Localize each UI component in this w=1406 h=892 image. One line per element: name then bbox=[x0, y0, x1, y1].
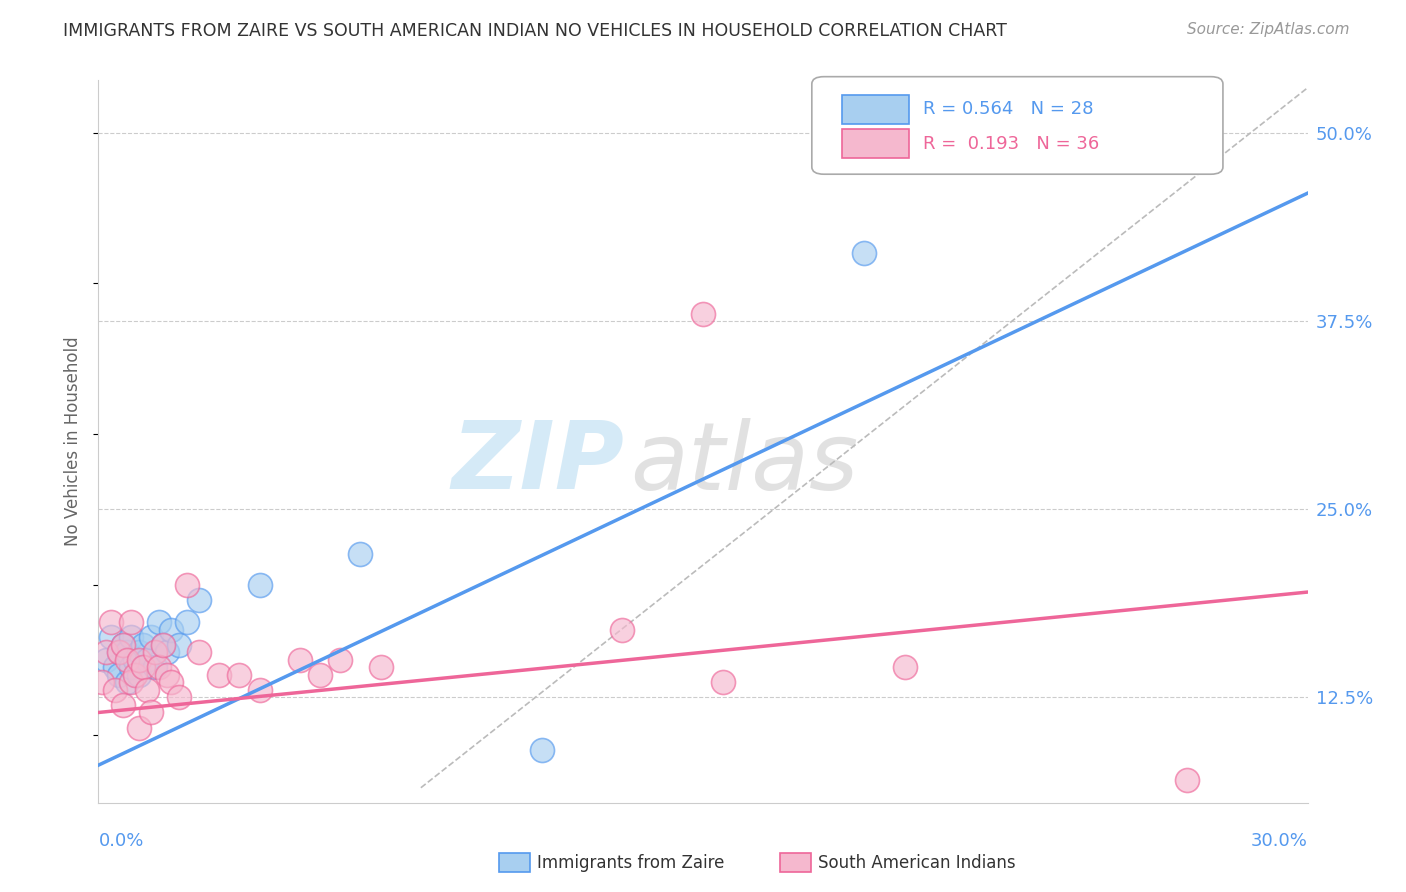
Point bbox=[188, 592, 211, 607]
Text: South American Indians: South American Indians bbox=[818, 854, 1017, 871]
Point bbox=[208, 668, 231, 682]
Text: Source: ZipAtlas.com: Source: ZipAtlas.com bbox=[1187, 22, 1350, 37]
Point bbox=[120, 675, 142, 690]
Text: ZIP: ZIP bbox=[451, 417, 624, 509]
Point bbox=[120, 660, 142, 674]
Point bbox=[692, 307, 714, 321]
Point bbox=[107, 668, 129, 682]
FancyBboxPatch shape bbox=[811, 77, 1223, 174]
Point bbox=[111, 638, 134, 652]
Text: 0.0%: 0.0% bbox=[98, 831, 143, 850]
Point bbox=[128, 721, 150, 735]
Point bbox=[893, 660, 915, 674]
Point bbox=[160, 623, 183, 637]
Text: Immigrants from Zaire: Immigrants from Zaire bbox=[537, 854, 724, 871]
Text: IMMIGRANTS FROM ZAIRE VS SOUTH AMERICAN INDIAN NO VEHICLES IN HOUSEHOLD CORRELAT: IMMIGRANTS FROM ZAIRE VS SOUTH AMERICAN … bbox=[63, 22, 1007, 40]
Point bbox=[176, 577, 198, 591]
Text: R =  0.193   N = 36: R = 0.193 N = 36 bbox=[924, 135, 1099, 153]
Point bbox=[249, 682, 271, 697]
Point bbox=[1175, 773, 1198, 788]
Point bbox=[143, 660, 166, 674]
Point bbox=[100, 630, 122, 644]
Point bbox=[349, 548, 371, 562]
Point bbox=[115, 653, 138, 667]
Text: 30.0%: 30.0% bbox=[1251, 831, 1308, 850]
Point bbox=[115, 675, 138, 690]
Point bbox=[148, 615, 170, 630]
Point bbox=[167, 638, 190, 652]
Point bbox=[132, 638, 155, 652]
Point bbox=[612, 623, 634, 637]
Point bbox=[132, 660, 155, 674]
Point bbox=[120, 630, 142, 644]
Point bbox=[152, 638, 174, 652]
Point bbox=[96, 653, 118, 667]
Point bbox=[143, 645, 166, 659]
Point bbox=[309, 668, 332, 682]
Point bbox=[530, 743, 553, 757]
Point bbox=[160, 675, 183, 690]
Point bbox=[148, 660, 170, 674]
Point bbox=[111, 638, 134, 652]
Point bbox=[249, 577, 271, 591]
Point bbox=[124, 668, 146, 682]
FancyBboxPatch shape bbox=[842, 95, 908, 124]
Point bbox=[167, 690, 190, 705]
Point bbox=[228, 668, 250, 682]
Point bbox=[370, 660, 392, 674]
Point bbox=[139, 630, 162, 644]
Point bbox=[103, 682, 125, 697]
Point bbox=[128, 668, 150, 682]
Point bbox=[100, 615, 122, 630]
Point bbox=[124, 653, 146, 667]
Point bbox=[96, 645, 118, 659]
Point bbox=[853, 246, 876, 260]
Text: atlas: atlas bbox=[630, 417, 859, 508]
Point bbox=[711, 675, 734, 690]
Point bbox=[288, 653, 311, 667]
Point bbox=[120, 615, 142, 630]
Point bbox=[152, 638, 174, 652]
Point bbox=[128, 653, 150, 667]
Point bbox=[156, 645, 179, 659]
Point bbox=[139, 706, 162, 720]
Point bbox=[135, 653, 157, 667]
Point bbox=[176, 615, 198, 630]
FancyBboxPatch shape bbox=[842, 129, 908, 158]
Point bbox=[111, 698, 134, 712]
Point bbox=[128, 645, 150, 659]
Point bbox=[156, 668, 179, 682]
Point bbox=[188, 645, 211, 659]
Point bbox=[329, 653, 352, 667]
Point bbox=[135, 682, 157, 697]
Point bbox=[107, 645, 129, 659]
Point bbox=[103, 660, 125, 674]
Point bbox=[107, 645, 129, 659]
Point bbox=[91, 675, 114, 690]
Text: R = 0.564   N = 28: R = 0.564 N = 28 bbox=[924, 100, 1094, 118]
Point bbox=[115, 645, 138, 659]
Y-axis label: No Vehicles in Household: No Vehicles in Household bbox=[65, 336, 83, 547]
